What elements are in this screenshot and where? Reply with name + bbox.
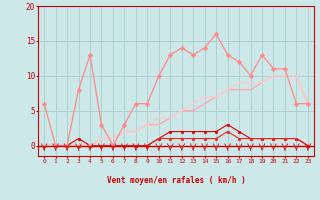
X-axis label: Vent moyen/en rafales ( km/h ): Vent moyen/en rafales ( km/h ) [107,176,245,185]
